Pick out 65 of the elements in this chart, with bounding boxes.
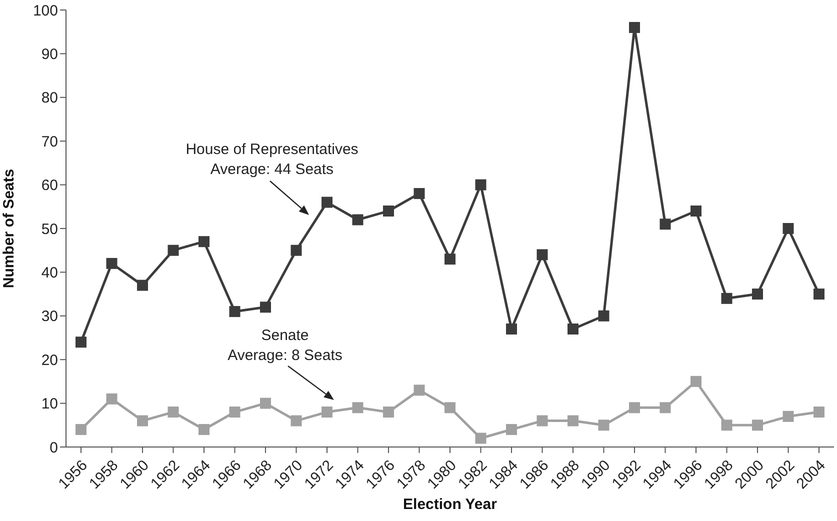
point	[229, 306, 240, 318]
y-tick-label: 50	[41, 220, 58, 238]
point	[536, 249, 548, 260]
y-tick-label: 20	[41, 352, 58, 369]
point	[814, 406, 824, 418]
y-tick-label: 90	[41, 46, 58, 64]
point	[475, 179, 486, 190]
y-axis-title: Number of Seats	[0, 168, 18, 288]
point	[660, 218, 671, 230]
point	[290, 415, 302, 426]
point	[598, 420, 610, 431]
y-tick-label: 60	[41, 177, 58, 194]
point	[414, 384, 425, 396]
y-tick-label: 100	[32, 2, 58, 20]
point	[229, 406, 240, 418]
y-tick-label: 40	[41, 264, 58, 282]
point	[352, 402, 364, 414]
point	[536, 415, 548, 426]
point	[782, 410, 794, 422]
point	[137, 280, 148, 291]
point	[383, 406, 394, 418]
x-axis-title: Election Year	[403, 496, 498, 513]
point	[721, 292, 732, 304]
point	[290, 244, 302, 256]
point	[444, 402, 456, 414]
point	[475, 432, 486, 444]
point	[198, 236, 210, 248]
point	[260, 302, 271, 313]
point	[76, 336, 86, 348]
point	[322, 196, 332, 208]
point	[690, 206, 702, 217]
point	[629, 402, 640, 414]
point	[568, 324, 578, 335]
point	[76, 424, 86, 436]
point	[444, 254, 456, 265]
point	[260, 398, 271, 409]
annotation: House of Representatives Average: 44 Seats	[186, 140, 358, 180]
point	[414, 188, 425, 200]
point	[198, 424, 210, 436]
point	[322, 406, 332, 418]
point	[629, 22, 640, 33]
point	[106, 258, 118, 269]
point	[568, 415, 578, 426]
point	[752, 288, 763, 300]
point	[660, 402, 671, 414]
point	[690, 376, 702, 387]
point	[814, 288, 824, 300]
point	[352, 214, 364, 226]
point	[598, 310, 610, 322]
point	[137, 415, 148, 426]
point	[752, 420, 763, 431]
y-tick-label: 0	[50, 439, 58, 456]
y-tick-label: 80	[41, 90, 58, 107]
point	[782, 223, 794, 234]
y-tick-label: 30	[41, 308, 58, 326]
point	[383, 206, 394, 217]
point	[506, 324, 517, 335]
point	[168, 406, 179, 418]
y-tick-label: 10	[41, 396, 58, 413]
point	[506, 424, 517, 436]
annotation: Senate Average: 8 Seats	[228, 326, 342, 366]
point	[106, 393, 118, 404]
point	[721, 420, 732, 431]
y-tick-label: 70	[41, 133, 58, 150]
point	[168, 244, 179, 256]
